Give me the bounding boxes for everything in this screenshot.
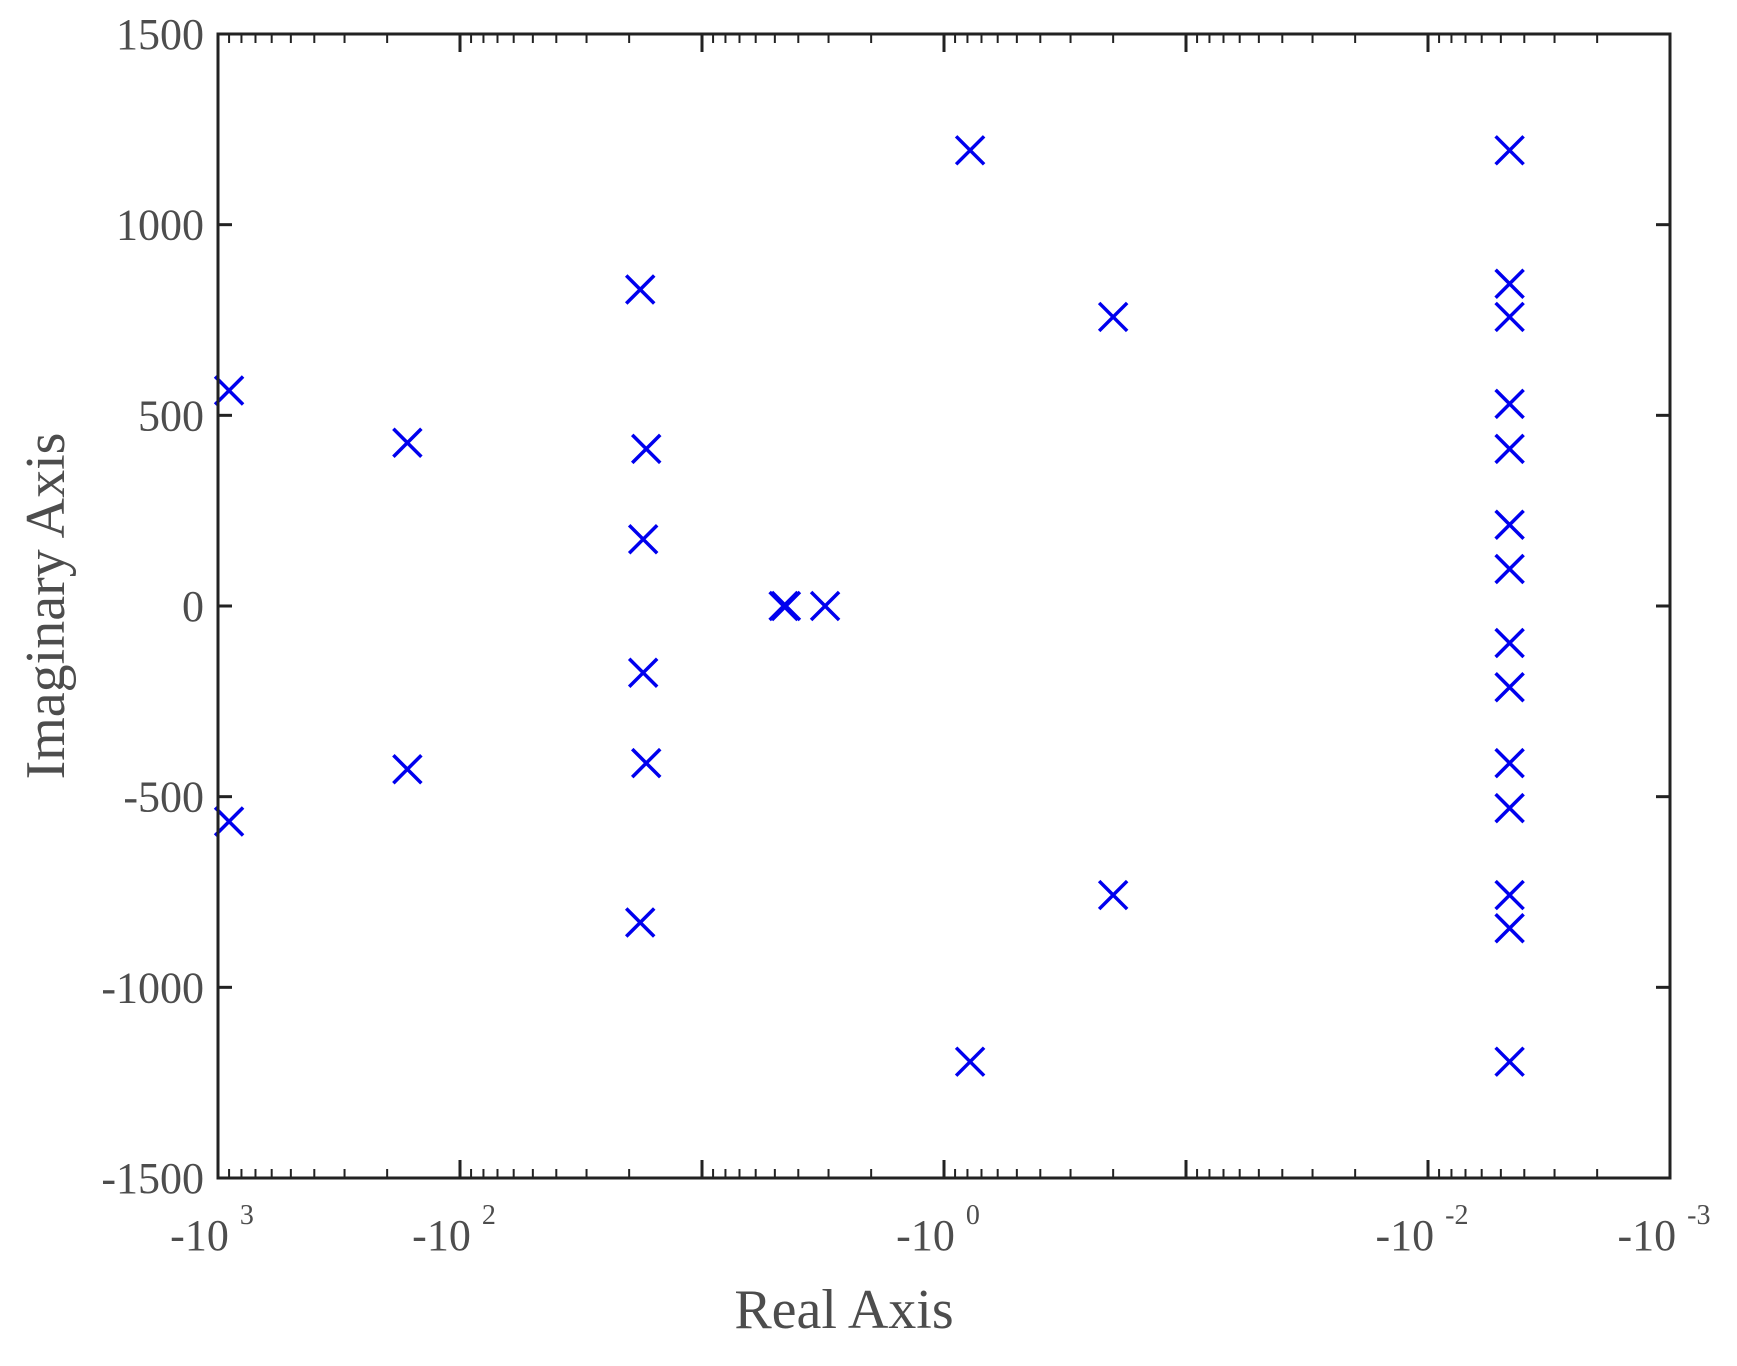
- plot-frame: [216, 32, 1672, 1180]
- pole-marker: [213, 375, 245, 406]
- pole-marker: [1494, 912, 1525, 944]
- y-tick-label: 500: [138, 391, 204, 440]
- y-axis-title: Imaginary Axis: [15, 433, 77, 780]
- y-tick-label: -1500: [101, 1154, 204, 1203]
- x-axis-title: Real Axis: [734, 1279, 953, 1341]
- pole-marker: [1494, 388, 1525, 420]
- pole-marker: [809, 590, 841, 622]
- y-tick-label: -500: [123, 773, 204, 822]
- pole-marker: [1097, 301, 1129, 333]
- x-tick-label-base: -10: [1376, 1211, 1446, 1260]
- pole-marker: [1494, 135, 1525, 166]
- y-tick-label: -1000: [101, 963, 204, 1012]
- pole-marker: [624, 274, 656, 305]
- x-tick-label: -10 -2: [1376, 1200, 1469, 1260]
- x-tick-label-exponent: 2: [482, 1200, 496, 1231]
- pole-marker: [1097, 879, 1129, 911]
- pole-markers: [213, 135, 1525, 1077]
- y-tick-label: 1500: [116, 10, 204, 59]
- pole-marker: [954, 1046, 986, 1077]
- pole-marker: [1494, 509, 1525, 541]
- pole-marker: [1494, 879, 1525, 911]
- x-tick-label: -10 2: [412, 1200, 496, 1260]
- x-tick-label-exponent: 3: [240, 1200, 254, 1231]
- pole-marker: [1494, 1046, 1525, 1077]
- pole-marker: [1494, 301, 1525, 333]
- x-tick-label-base: -10: [412, 1211, 482, 1260]
- pole-marker: [624, 907, 656, 938]
- x-tick-label-exponent: -3: [1687, 1200, 1710, 1231]
- x-tick-label-base: -10: [1618, 1211, 1688, 1260]
- pole-marker: [213, 806, 245, 837]
- x-tick-label-exponent: 0: [966, 1200, 980, 1231]
- x-tick-label: -10 3: [170, 1200, 254, 1260]
- x-tick-label: -10 0: [896, 1200, 980, 1260]
- x-tick-label-base: -10: [896, 1211, 966, 1260]
- x-tick-label-base: -10: [170, 1211, 240, 1260]
- pole-marker: [1494, 433, 1525, 465]
- x-tick-label: -10 -3: [1618, 1200, 1711, 1260]
- pole-marker: [1494, 268, 1525, 300]
- pole-marker: [770, 590, 802, 622]
- pole-marker: [1494, 553, 1525, 585]
- pole-marker: [630, 433, 662, 465]
- x-tick-label-exponent: -2: [1445, 1200, 1468, 1231]
- y-tick-label: 0: [182, 582, 204, 631]
- pole-marker: [1494, 747, 1525, 779]
- pole-marker: [954, 135, 986, 166]
- pole-marker: [627, 657, 659, 688]
- pole-marker: [627, 524, 659, 555]
- y-tick-label: 1000: [116, 201, 204, 250]
- pole-marker: [1494, 671, 1525, 703]
- pole-marker: [392, 753, 423, 785]
- pole-marker: [1494, 627, 1525, 659]
- pole-marker: [630, 747, 662, 779]
- pole-marker: [392, 427, 423, 459]
- pole-marker: [1494, 792, 1525, 824]
